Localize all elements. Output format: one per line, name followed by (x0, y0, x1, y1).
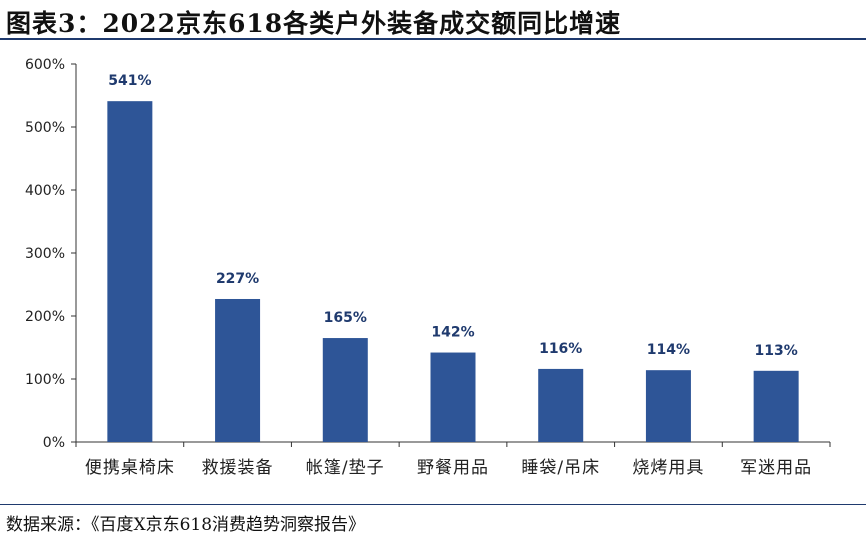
x-category-label: 军迷用品 (740, 458, 812, 478)
title-bar: 图表3：2022京东618各类户外装备成交额同比增速 (0, 0, 866, 40)
bars-group (107, 101, 799, 443)
y-tick-label: 300% (25, 246, 65, 262)
bar (753, 370, 799, 442)
data-label: 142% (431, 325, 474, 341)
x-category-label: 烧烤用具 (632, 458, 704, 478)
page-title: 图表3：2022京东618各类户外装备成交额同比增速 (6, 9, 622, 38)
x-category-label: 野餐用品 (417, 458, 489, 478)
y-tick-label: 600% (25, 57, 65, 73)
y-tick-label: 0% (43, 435, 65, 451)
bar (645, 370, 691, 442)
data-label: 113% (755, 343, 798, 359)
y-tick-label: 100% (25, 372, 65, 388)
data-label: 165% (324, 310, 367, 326)
y-tick-label: 200% (25, 309, 65, 325)
x-category-label: 便携桌椅床 (85, 458, 175, 478)
y-axis: 0% 100% 200% 300% 400% 500% 600% (25, 57, 77, 451)
data-label: 227% (216, 271, 259, 287)
bar (538, 368, 584, 442)
x-axis: 便携桌椅床 救援装备 帐篷/垫子 野餐用品 睡袋/吊床 烧烤用具 军迷用品 (75, 441, 831, 478)
x-category-label: 救援装备 (202, 458, 274, 478)
bar-chart: 0% 100% 200% 300% 400% 500% 600% 便携桌椅床 救援装备 帐篷/垫… (25, 57, 831, 478)
title-divider (0, 38, 866, 40)
y-tick-label: 500% (25, 120, 65, 136)
x-category-label: 帐篷/垫子 (306, 458, 385, 478)
data-label: 114% (647, 342, 690, 358)
source-divider (0, 504, 866, 505)
bar (215, 298, 261, 442)
source-note: 数据来源：《百度X京东618消费趋势洞察报告》 (6, 515, 366, 535)
bar (107, 101, 153, 443)
bar (430, 352, 476, 442)
data-labels-group: 541% 227% 165% 142% 116% 114% 113% (108, 73, 798, 359)
data-label: 116% (539, 341, 582, 357)
data-label: 541% (108, 73, 151, 89)
y-tick-label: 400% (25, 183, 65, 199)
bar (322, 338, 368, 442)
x-category-label: 睡袋/吊床 (521, 458, 600, 478)
